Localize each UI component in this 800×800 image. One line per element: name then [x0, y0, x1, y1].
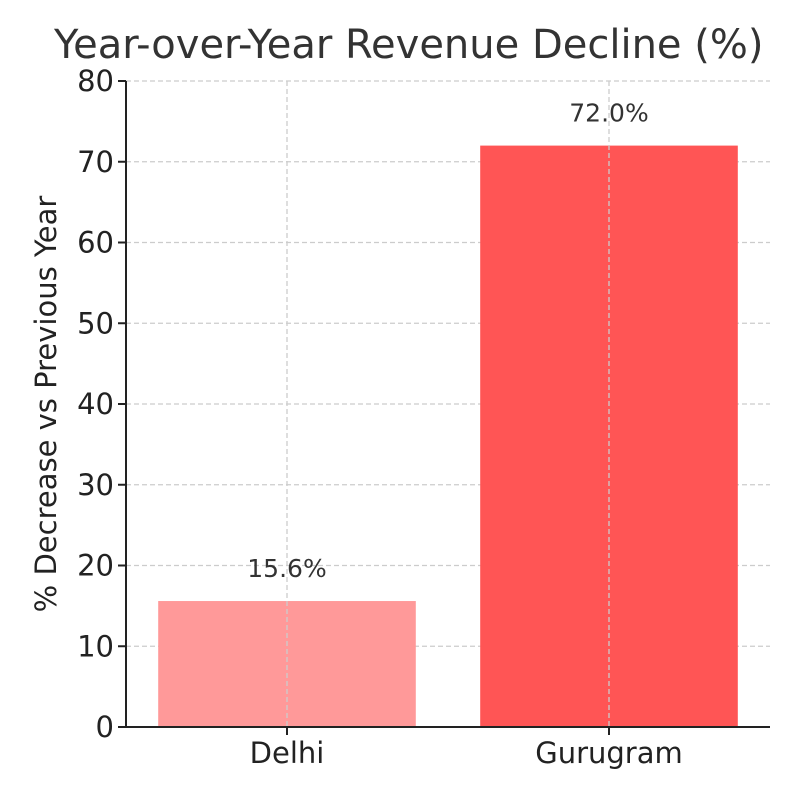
y-tick-label: 40 [77, 387, 114, 421]
axes [118, 80, 770, 735]
y-tick-label: 20 [77, 549, 114, 583]
x-tick-label: Delhi [250, 736, 325, 770]
x-tick-label: Gurugram [535, 736, 683, 770]
tick-labels: 0 10 20 30 40 50 60 70 80 Delhi Gurugram [77, 64, 683, 770]
y-tick-label: 70 [77, 145, 114, 179]
chart-title: Year-over-Year Revenue Decline (%) [54, 22, 764, 68]
data-label: 15.6% [247, 554, 326, 583]
y-tick-label: 10 [77, 629, 114, 663]
data-label: 72.0% [569, 99, 648, 128]
data-labels: 15.6% 72.0% [247, 99, 648, 583]
y-tick-label: 0 [96, 710, 114, 744]
y-tick-label: 50 [77, 306, 114, 340]
bars [158, 145, 738, 728]
vertical-grid-lines [286, 81, 610, 727]
y-tick-label: 30 [77, 468, 114, 502]
y-tick-label: 80 [77, 64, 114, 98]
y-tick-label: 60 [77, 226, 114, 260]
y-axis-label: % Decrease vs Previous Year [29, 196, 63, 613]
